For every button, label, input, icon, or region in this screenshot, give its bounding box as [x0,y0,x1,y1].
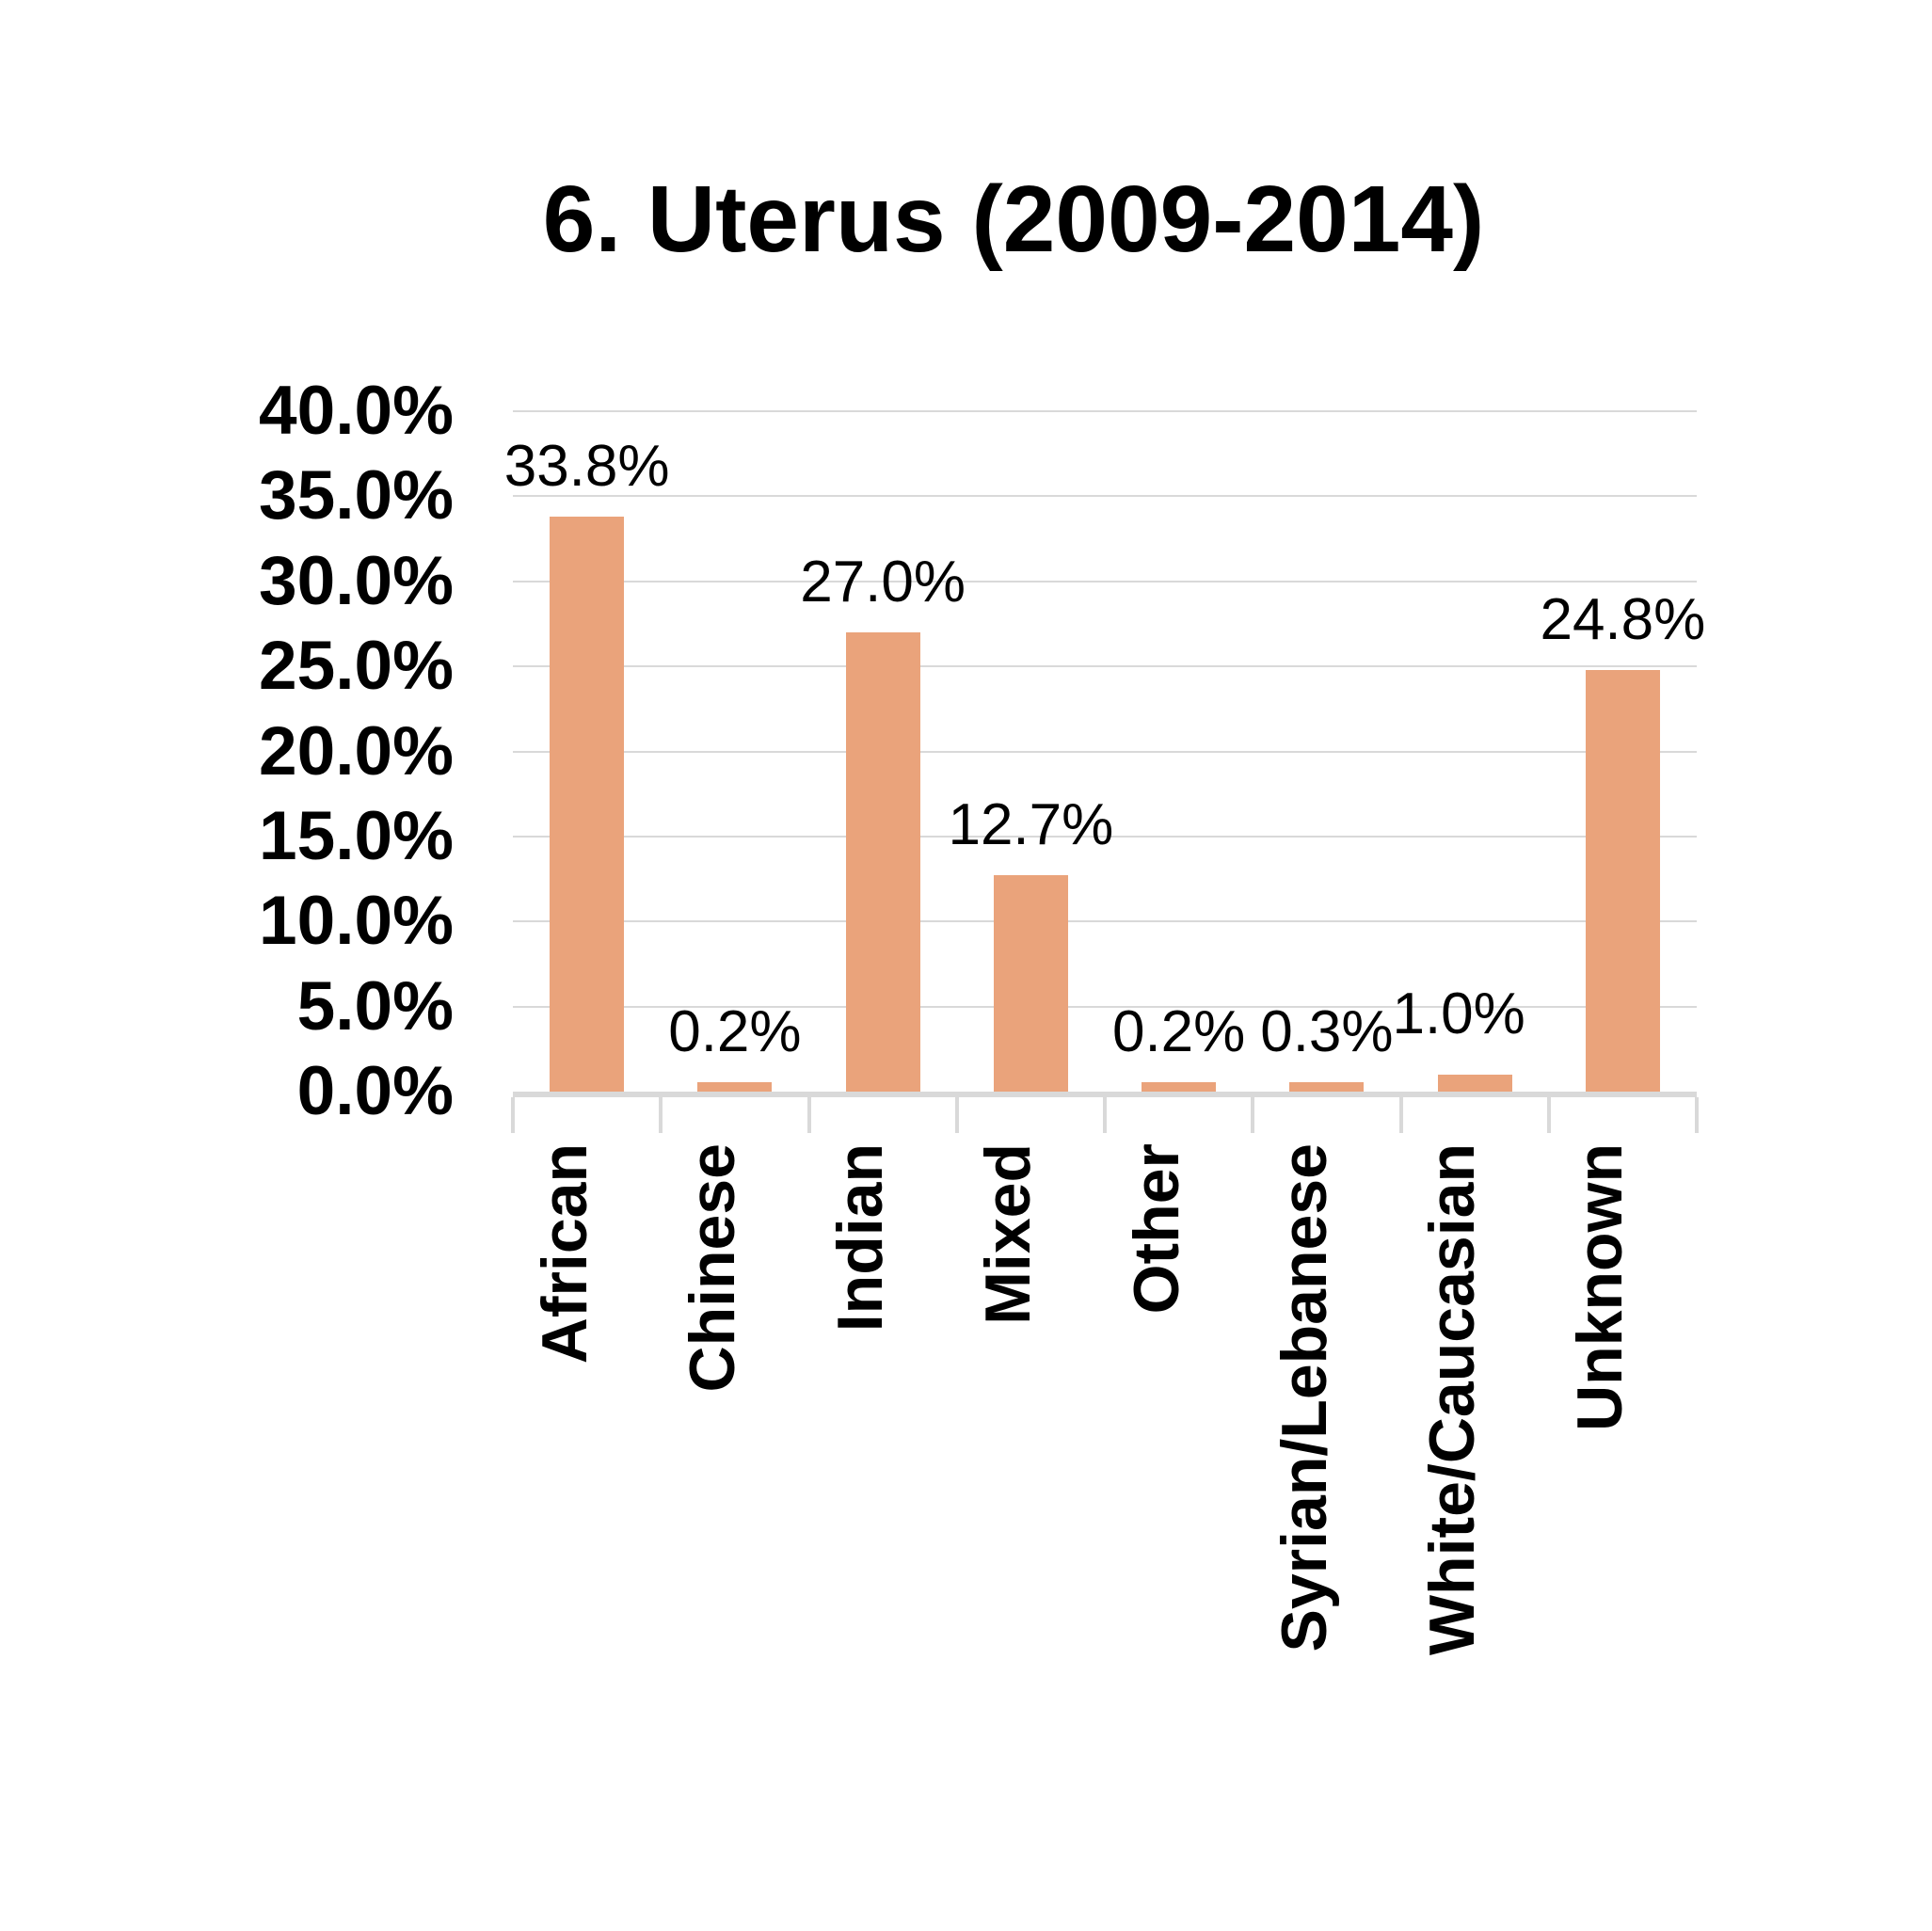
gridline [513,410,1697,412]
bar-value-label: 0.2% [1111,999,1246,1064]
y-axis-tick-label: 5.0% [296,967,454,1045]
y-axis-tick-label: 40.0% [259,373,454,449]
x-axis-tick [511,1097,515,1133]
x-axis-tick [1546,1097,1551,1133]
bar-value-label: 0.3% [1260,999,1394,1064]
gridline [513,495,1697,498]
y-axis-tick-label: 25.0% [259,628,454,705]
x-axis-tick [1695,1097,1699,1133]
y-axis-tick-label: 30.0% [259,542,454,619]
x-axis-category-label: White/Caucasian [1416,1143,1489,1656]
bar-other [1142,1082,1217,1092]
gridline [513,665,1697,668]
y-axis-tick-label: 15.0% [259,797,454,874]
x-axis-tick [954,1097,959,1133]
bar-value-label: 27.0% [800,549,966,614]
bar-mixed [993,875,1068,1092]
x-axis-line [513,1092,1697,1097]
x-axis-category-label: Mixed [972,1143,1045,1325]
y-axis-tick-label: 10.0% [259,883,454,960]
bar-syrian-lebanese [1289,1082,1365,1092]
gridline [513,580,1697,582]
x-axis-category-label: African [528,1143,600,1364]
x-axis-category-label: Other [1120,1143,1192,1315]
bar-value-label: 24.8% [1540,586,1706,652]
x-axis-category-label: Syrian/Lebanese [1268,1143,1340,1652]
bar-value-label: 1.0% [1392,981,1525,1046]
x-axis-category-label: Unknown [1564,1143,1637,1431]
bar-african [550,517,625,1092]
chart-title: 6. Uterus (2009-2014) [542,167,1485,272]
bar-value-label: 33.8% [503,434,670,500]
bar-chinese [697,1082,773,1092]
x-axis-tick [806,1097,811,1133]
x-axis-tick [659,1097,663,1133]
bar-unknown [1585,669,1660,1092]
y-axis-tick-label: 35.0% [259,457,454,535]
gridline [513,1005,1697,1008]
y-axis-tick-label: 0.0% [296,1053,454,1129]
x-axis-tick [1251,1097,1255,1133]
x-axis-category-label: Indian [824,1143,897,1333]
bar-value-label: 12.7% [948,792,1114,858]
bar-value-label: 0.2% [668,999,802,1064]
gridline [513,835,1697,838]
x-axis-category-label: Chinese [676,1143,748,1393]
bar-indian [845,631,920,1092]
gridline [513,920,1697,923]
y-axis-tick-label: 20.0% [259,712,454,790]
gridline [513,750,1697,753]
x-axis-tick [1103,1097,1107,1133]
bar-white-caucasian [1437,1074,1512,1092]
x-axis-tick [1398,1097,1403,1133]
